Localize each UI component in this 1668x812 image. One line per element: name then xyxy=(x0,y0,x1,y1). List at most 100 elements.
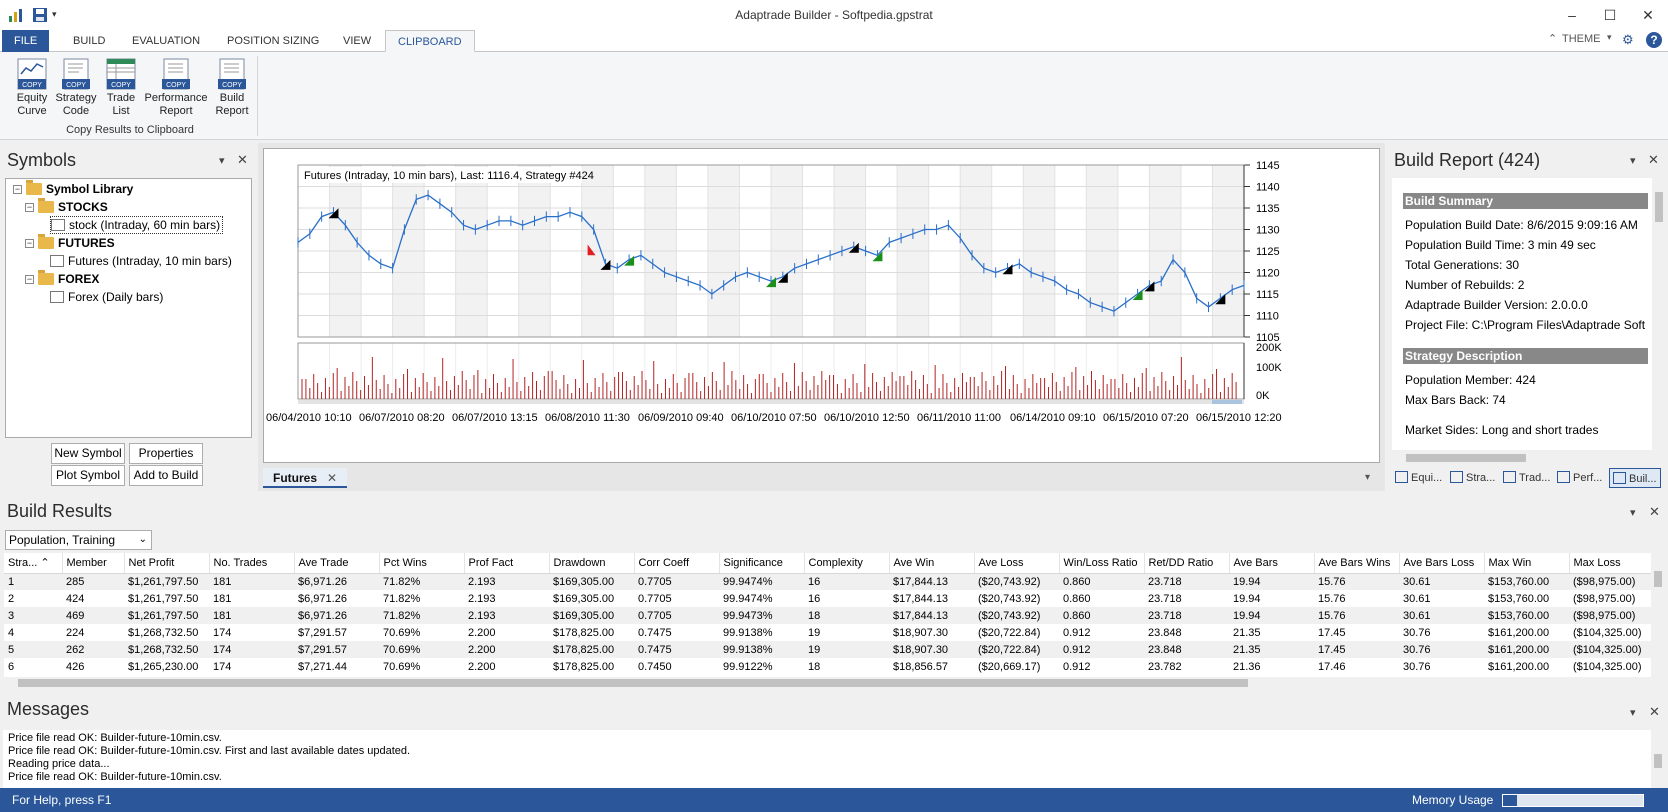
column-header[interactable]: Ave Bars xyxy=(1229,553,1315,574)
table-row[interactable]: 1 285 $1,261,797.50 181 $6,971.26 71.82% 2.193… xyxy=(4,573,1651,590)
tree-node-forex[interactable]: FOREX xyxy=(38,270,99,288)
column-header[interactable]: Ave Loss xyxy=(974,553,1060,574)
copy-performance-report-button[interactable]: COPY Performance Report xyxy=(144,58,208,118)
column-header[interactable]: Ave Bars Loss xyxy=(1399,553,1485,574)
price-chart[interactable]: 1145 1140 1135 1130 1125 1120 1115 1110 1105 200K… xyxy=(263,148,1380,463)
copy-equity-curve-button[interactable]: COPY Equity Curve xyxy=(14,58,50,118)
build-report-menu-icon[interactable]: ▾ xyxy=(1630,155,1636,167)
tree-collapse-icon[interactable]: − xyxy=(25,274,34,284)
build-results-menu-icon[interactable]: ▾ xyxy=(1630,507,1636,519)
messages-menu-icon[interactable]: ▾ xyxy=(1630,707,1636,719)
close-window-button[interactable]: ✕ xyxy=(1642,7,1654,23)
build-results-close-icon[interactable]: ✕ xyxy=(1649,504,1660,519)
report-line: Population Build Date: 8/6/2015 9:09:16 … xyxy=(1405,218,1638,232)
table-row[interactable]: 5 262 $1,268,732.50 174 $7,291.57 70.69% 2.200… xyxy=(4,641,1651,658)
tab-position-sizing[interactable]: POSITION SIZING xyxy=(227,35,320,47)
symbols-panel-menu-icon[interactable]: ▾ xyxy=(219,155,225,167)
column-header[interactable]: No. Trades xyxy=(209,553,295,574)
tab-report-performance[interactable]: Perf... xyxy=(1557,468,1602,488)
tab-file[interactable]: FILE xyxy=(2,30,50,52)
column-header[interactable]: Corr Coeff xyxy=(634,553,720,574)
table-cell: ($98,975.00) xyxy=(1569,573,1651,590)
results-horizontal-scrollbar[interactable] xyxy=(4,677,1651,689)
table-cell: 424 xyxy=(66,592,85,605)
table-cell: $1,261,797.50 xyxy=(124,607,209,624)
table-row[interactable]: 4 224 $1,268,732.50 174 $7,291.57 70.69% 2.200… xyxy=(4,624,1651,641)
column-header[interactable]: Stra... ⌃ xyxy=(4,553,63,574)
tab-report-equity[interactable]: Equi... xyxy=(1395,468,1442,488)
table-row[interactable]: 3 469 $1,261,797.50 181 $6,971.26 71.82% 2.193… xyxy=(4,607,1651,624)
tree-collapse-icon[interactable]: − xyxy=(13,184,22,194)
table-cell: 2.193 xyxy=(468,592,496,605)
new-symbol-button[interactable]: New Symbol xyxy=(51,443,125,464)
column-header[interactable]: Max Win xyxy=(1484,553,1570,574)
tab-build[interactable]: BUILD xyxy=(73,35,106,47)
tab-view[interactable]: VIEW xyxy=(343,35,372,47)
folder-icon xyxy=(26,180,42,195)
table-row[interactable]: 2 424 $1,261,797.50 181 $6,971.26 71.82% 2.193… xyxy=(4,590,1651,607)
column-header[interactable]: Max Loss xyxy=(1569,553,1651,574)
tabs-dropdown-icon[interactable]: ▾ xyxy=(1365,472,1371,483)
column-header[interactable]: Ave Bars Wins xyxy=(1314,553,1400,574)
close-tab-icon[interactable]: ✕ xyxy=(327,471,338,485)
copy-trade-list-button[interactable]: COPY Trade List xyxy=(104,58,138,118)
messages-close-icon[interactable]: ✕ xyxy=(1649,704,1660,719)
table-row[interactable]: 6 426 $1,265,230.00 174 $7,271.44 70.69% 2.200… xyxy=(4,658,1651,675)
table-cell: $7,291.57 xyxy=(298,626,347,639)
column-header[interactable]: Complexity xyxy=(804,553,890,574)
tab-evaluation[interactable]: EVALUATION xyxy=(132,35,201,47)
help-icon[interactable]: ? xyxy=(1646,32,1662,48)
plot-symbol-button[interactable]: Plot Symbol xyxy=(51,465,125,486)
copy-build-report-button[interactable]: COPY Build Report xyxy=(213,58,251,118)
tree-node-symbol-library[interactable]: Symbol Library xyxy=(26,180,133,198)
column-header[interactable]: Pct Wins xyxy=(379,553,465,574)
column-header[interactable]: Ret/DD Ratio xyxy=(1144,553,1230,574)
tree-item-stock[interactable]: stock (Intraday, 60 min bars) xyxy=(50,216,224,234)
table-cell: 262 xyxy=(62,641,124,658)
save-icon[interactable] xyxy=(32,7,48,23)
chart-caption-bg xyxy=(300,167,582,183)
strategy-code-icon xyxy=(1450,471,1463,483)
tree-node-stocks[interactable]: STOCKS xyxy=(38,198,108,216)
tree-item-forex[interactable]: Forex (Daily bars) xyxy=(50,288,163,306)
report-line: Project File: C:\Program Files\Adaptrade… xyxy=(1405,318,1646,332)
table-cell: 2.200 xyxy=(468,626,496,639)
results-vertical-scrollbar[interactable] xyxy=(1651,553,1665,677)
quick-access-dropdown-icon[interactable]: ▾ xyxy=(52,9,57,19)
add-to-build-button[interactable]: Add to Build xyxy=(129,465,203,486)
properties-button[interactable]: Properties xyxy=(129,443,203,464)
build-report-close-icon[interactable]: ✕ xyxy=(1648,152,1659,167)
messages-vertical-scrollbar[interactable] xyxy=(1651,730,1665,788)
tab-report-trades[interactable]: Trad... xyxy=(1503,468,1550,488)
symbols-panel-close-icon[interactable]: ✕ xyxy=(237,152,248,167)
tree-node-futures[interactable]: FUTURES xyxy=(38,234,115,252)
minimize-button[interactable]: – xyxy=(1568,7,1576,23)
report-horizontal-scrollbar[interactable] xyxy=(1392,452,1652,464)
maximize-button[interactable]: ☐ xyxy=(1603,7,1617,23)
collapse-ribbon-icon[interactable]: ⌃ xyxy=(1548,33,1558,45)
column-header[interactable]: Drawdown xyxy=(549,553,635,574)
tab-report-strategy[interactable]: Stra... xyxy=(1450,468,1495,488)
theme-dropdown-icon[interactable]: ▾ xyxy=(1607,32,1612,42)
table-cell: 23.718 xyxy=(1148,592,1182,605)
column-header[interactable]: Significance xyxy=(719,553,805,574)
population-dropdown[interactable]: Population, Training ⌄ xyxy=(5,530,152,550)
column-header[interactable]: Prof Fact xyxy=(464,553,550,574)
column-header[interactable]: Net Profit xyxy=(124,553,210,574)
tab-futures-chart[interactable]: Futures ✕ xyxy=(263,468,348,488)
theme-menu[interactable]: THEME xyxy=(1562,33,1601,45)
settings-icon[interactable]: ⚙ xyxy=(1622,32,1634,47)
tree-collapse-icon[interactable]: − xyxy=(25,238,34,248)
tree-item-futures[interactable]: Futures (Intraday, 10 min bars) xyxy=(50,252,232,270)
copy-code-icon: COPY xyxy=(61,58,91,90)
tab-report-build[interactable]: Buil... xyxy=(1609,468,1661,488)
table-cell: ($20,743.92) xyxy=(974,607,1059,624)
column-header[interactable]: Member xyxy=(62,553,125,574)
report-vertical-scrollbar[interactable] xyxy=(1652,178,1666,450)
column-header[interactable]: Ave Trade xyxy=(294,553,380,574)
column-header[interactable]: Ave Win xyxy=(889,553,975,574)
tab-clipboard[interactable]: CLIPBOARD xyxy=(385,30,475,52)
copy-strategy-code-button[interactable]: COPY Strategy Code xyxy=(55,58,97,118)
column-header[interactable]: Win/Loss Ratio xyxy=(1059,553,1145,574)
tree-collapse-icon[interactable]: − xyxy=(25,202,34,212)
